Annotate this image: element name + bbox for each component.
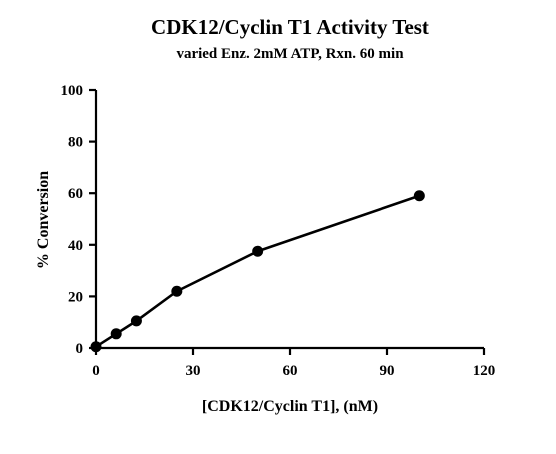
y-tick-label: 60 [68,186,83,202]
y-tick-label: 100 [61,83,84,99]
x-tick-label: 90 [380,363,395,379]
data-point [171,285,183,297]
y-tick-label: 40 [68,238,83,254]
data-point [413,190,425,202]
chart-title: CDK12/Cyclin T1 Activity Test [151,15,429,39]
y-axis-label: % Conversion [35,171,52,269]
x-tick-label: 120 [473,363,496,379]
data-point [252,245,264,257]
data-point [90,341,102,353]
series-line [95,194,420,348]
x-axis-label: [CDK12/Cyclin T1], (nM) [202,398,378,415]
x-tick-label: 30 [186,363,201,379]
data-point [130,315,142,327]
y-tick-label: 0 [76,341,84,357]
y-tick-label: 80 [68,135,83,151]
ticks: 0 20 40 60 80 100 0 30 60 90 120 [61,83,496,379]
plot-area [90,190,425,353]
y-tick-label: 20 [68,289,83,305]
x-tick-label: 60 [283,363,298,379]
chart-subtitle: varied Enz. 2mM ATP, Rxn. 60 min [176,46,404,62]
x-tick-label: 0 [92,363,100,379]
data-point [110,328,122,340]
